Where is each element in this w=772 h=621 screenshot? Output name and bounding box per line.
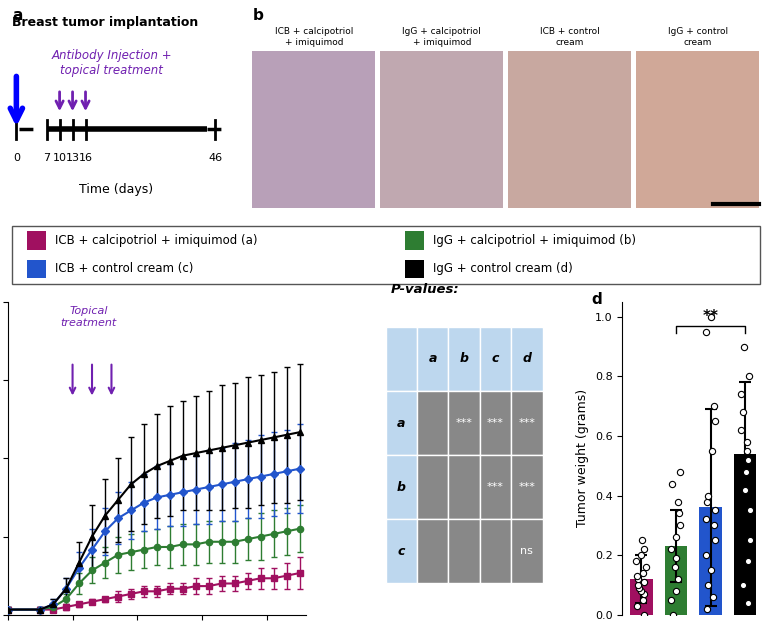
Bar xyxy=(511,455,543,519)
Text: ICB + control
cream: ICB + control cream xyxy=(540,27,600,47)
Text: b: b xyxy=(397,481,406,494)
Text: 10: 10 xyxy=(52,153,66,163)
Bar xyxy=(449,391,480,455)
Bar xyxy=(511,391,543,455)
Text: b: b xyxy=(459,353,469,365)
Text: IgG + calcipotriol + imiquimod (b): IgG + calcipotriol + imiquimod (b) xyxy=(433,234,636,247)
Bar xyxy=(636,51,759,209)
Text: **: ** xyxy=(703,309,719,324)
Text: 16: 16 xyxy=(79,153,93,163)
Text: ***: *** xyxy=(519,483,535,492)
Bar xyxy=(699,507,722,615)
Text: b: b xyxy=(252,8,263,23)
Bar xyxy=(511,327,543,391)
Text: 46: 46 xyxy=(208,153,222,163)
Text: c: c xyxy=(398,545,405,558)
Text: Breast tumor implantation: Breast tumor implantation xyxy=(12,16,198,29)
Text: Time (days): Time (days) xyxy=(79,183,153,196)
Bar xyxy=(386,455,417,519)
Bar xyxy=(480,391,511,455)
Bar xyxy=(511,519,543,584)
Bar xyxy=(386,391,417,455)
Text: ICB + control cream (c): ICB + control cream (c) xyxy=(55,263,193,275)
Text: ***: *** xyxy=(487,418,504,428)
Text: a: a xyxy=(428,353,437,365)
Text: 7: 7 xyxy=(43,153,50,163)
Text: ICB + calcipotriol + imiquimod (a): ICB + calcipotriol + imiquimod (a) xyxy=(55,234,257,247)
Bar xyxy=(480,327,511,391)
Bar xyxy=(630,579,652,615)
Text: ***: *** xyxy=(487,483,504,492)
Text: d: d xyxy=(591,292,601,307)
Bar xyxy=(417,519,449,584)
Bar xyxy=(252,51,375,209)
Bar xyxy=(405,232,424,250)
Bar xyxy=(26,232,46,250)
Text: ***: *** xyxy=(455,418,472,428)
Bar xyxy=(509,51,631,209)
Bar xyxy=(449,519,480,584)
Bar xyxy=(449,327,480,391)
Bar xyxy=(417,391,449,455)
Bar xyxy=(449,455,480,519)
Text: ns: ns xyxy=(520,546,533,556)
Text: ***: *** xyxy=(519,418,535,428)
Text: c: c xyxy=(492,353,499,365)
Text: a: a xyxy=(398,417,405,430)
Bar xyxy=(386,327,417,391)
Text: a: a xyxy=(12,8,22,23)
Bar xyxy=(665,546,687,615)
Text: d: d xyxy=(523,353,531,365)
Bar xyxy=(386,519,417,584)
Text: Antibody Injection +
topical treatment: Antibody Injection + topical treatment xyxy=(51,48,172,76)
Y-axis label: Tumor weight (grams): Tumor weight (grams) xyxy=(576,389,589,527)
Bar xyxy=(480,455,511,519)
Text: IgG + calcipotriol
+ imiquimod: IgG + calcipotriol + imiquimod xyxy=(402,27,481,47)
Text: ICB + calcipotriol
+ imiquimod: ICB + calcipotriol + imiquimod xyxy=(275,27,353,47)
Bar xyxy=(417,327,449,391)
Bar xyxy=(381,51,503,209)
Bar xyxy=(417,455,449,519)
Text: P-values:: P-values: xyxy=(391,283,459,296)
Text: 0: 0 xyxy=(13,153,20,163)
Bar xyxy=(405,260,424,278)
Text: IgG + control cream (d): IgG + control cream (d) xyxy=(433,263,573,275)
Bar xyxy=(480,519,511,584)
Bar xyxy=(26,260,46,278)
Bar xyxy=(734,454,757,615)
Text: IgG + control
cream: IgG + control cream xyxy=(668,27,728,47)
Text: 13: 13 xyxy=(66,153,80,163)
Text: Topical
treatment: Topical treatment xyxy=(61,306,117,328)
